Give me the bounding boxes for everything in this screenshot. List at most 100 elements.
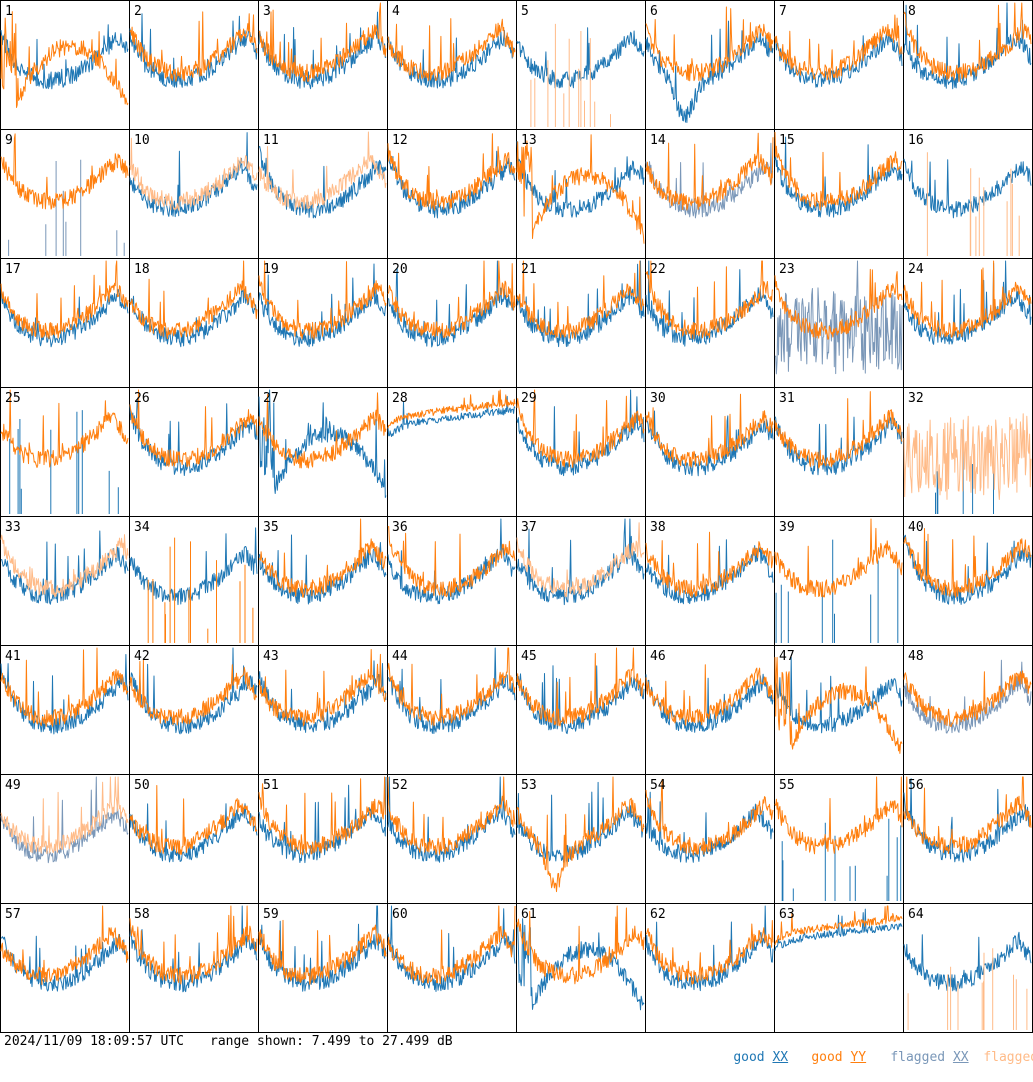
panel-40: 40 [903, 516, 1033, 646]
panel-21-label: 21 [521, 262, 537, 277]
panel-60-label: 60 [392, 907, 408, 922]
panel-45-good-yy-line [516, 647, 645, 727]
panel-22-good-xx-line [645, 260, 774, 347]
panel-51-good-yy-line [258, 776, 386, 856]
panel-21-good-yy-line [516, 260, 645, 339]
panel-13-good-xx-line [516, 141, 645, 218]
panel-19-good-yy-line [258, 260, 387, 340]
panel-17-label: 17 [5, 262, 21, 277]
panel-57-label: 57 [5, 907, 21, 922]
panel-49-label: 49 [5, 778, 21, 793]
panel-46-good-yy-line [645, 664, 774, 726]
panel-40-label: 40 [908, 520, 924, 535]
panel-1-good-yy-line [0, 11, 129, 108]
panel-19: 19 [258, 258, 388, 388]
panel-48-good-yy-line [903, 670, 1032, 727]
panel-6-good-yy-line [645, 6, 774, 82]
panel-34-good-yy-line [147, 537, 254, 643]
panel-61-good-xx-line [516, 918, 645, 1011]
panel-23: 23 [774, 258, 904, 388]
panel-26: 26 [129, 387, 259, 517]
panel-64-good-xx-line [903, 931, 1032, 992]
panel-34-good-xx-line [129, 527, 258, 606]
panel-22-label: 22 [650, 262, 666, 277]
panel-7-good-yy-line [774, 14, 903, 81]
panel-6-label: 6 [650, 4, 658, 19]
panel-55: 55 [774, 774, 904, 904]
panel-43-label: 43 [263, 649, 279, 664]
panel-12: 12 [387, 129, 517, 259]
panel-62: 62 [645, 903, 775, 1033]
panel-46-good-xx-line [645, 673, 774, 733]
panel-21: 21 [516, 258, 646, 388]
panel-16-flagged-yy-line [926, 152, 1020, 256]
panel-2-good-yy-line [129, 11, 258, 82]
panel-49-flagged-yy-line [0, 776, 129, 855]
panel-28-label: 28 [392, 391, 408, 406]
legend-good-xx: good XX [702, 1034, 788, 1082]
panel-39: 39 [774, 516, 904, 646]
legend-good-yy: good YY [780, 1034, 866, 1082]
panel-frame [387, 387, 517, 517]
panel-20: 20 [387, 258, 517, 388]
panel-45-label: 45 [521, 649, 537, 664]
panel-24: 24 [903, 258, 1033, 388]
panel-frame [774, 258, 904, 388]
panel-14: 14 [645, 129, 775, 259]
panel-55-label: 55 [779, 778, 795, 793]
panel-57-good-yy-line [0, 905, 129, 985]
legend-flagged-xx-label: flagged [890, 1050, 946, 1065]
panel-7-label: 7 [779, 4, 787, 19]
panel-frame [645, 774, 775, 904]
panel-17: 17 [0, 258, 130, 388]
panel-16-label: 16 [908, 133, 924, 148]
panel-6-good-xx-line [645, 20, 774, 123]
panel-3-good-yy-line [258, 2, 387, 82]
panel-56-good-xx-line [903, 778, 1032, 863]
panel-44-good-yy-line [387, 647, 516, 727]
panel-18-label: 18 [134, 262, 150, 277]
legend-flagged-yy-label: flagged [983, 1050, 1033, 1065]
panel-frame [516, 516, 646, 646]
panel-37: 37 [516, 516, 646, 646]
panel-26-good-yy-line [129, 389, 258, 468]
panel-43: 43 [258, 645, 388, 775]
panel-11-good-xx-line [258, 145, 387, 219]
panel-7: 7 [774, 0, 904, 130]
panel-23-label: 23 [779, 262, 795, 277]
panel-56: 56 [903, 774, 1033, 904]
panel-29: 29 [516, 387, 646, 517]
panel-23-good-yy-line [774, 268, 903, 340]
panel-22: 22 [645, 258, 775, 388]
panel-28-good-xx-line [387, 395, 516, 437]
panel-59-good-xx-line [258, 905, 387, 992]
panel-44: 44 [387, 645, 517, 775]
panel-9-label: 9 [5, 133, 13, 148]
panel-frame [0, 516, 130, 646]
panel-18: 18 [129, 258, 259, 388]
panel-15-label: 15 [779, 133, 795, 148]
legend-good-xx-label: good [733, 1050, 765, 1065]
panel-30: 30 [645, 387, 775, 517]
panel-59-label: 59 [263, 907, 279, 922]
panel-19-label: 19 [263, 262, 279, 277]
panel-61-good-yy-line [516, 905, 645, 985]
panel-56-label: 56 [908, 778, 924, 793]
panel-15: 15 [774, 129, 904, 259]
panel-22-good-yy-line [645, 260, 774, 340]
panel-27-good-xx-line [258, 389, 387, 498]
panel-33-flagged-yy-line [0, 534, 129, 597]
panel-43-good-yy-line [258, 649, 387, 727]
panel-12-good-yy-line [387, 133, 516, 211]
panel-frame [516, 258, 646, 388]
panel-frame [258, 516, 388, 646]
panel-57: 57 [0, 903, 130, 1033]
panel-8-good-yy-line [903, 2, 1032, 82]
panel-45: 45 [516, 645, 646, 775]
panel-42-good-xx-line [129, 647, 258, 735]
panel-3: 3 [258, 0, 388, 130]
panel-11: 11 [258, 129, 388, 259]
panel-51: 51 [258, 774, 388, 904]
panel-9: 9 [0, 129, 130, 259]
panel-37-label: 37 [521, 520, 537, 535]
